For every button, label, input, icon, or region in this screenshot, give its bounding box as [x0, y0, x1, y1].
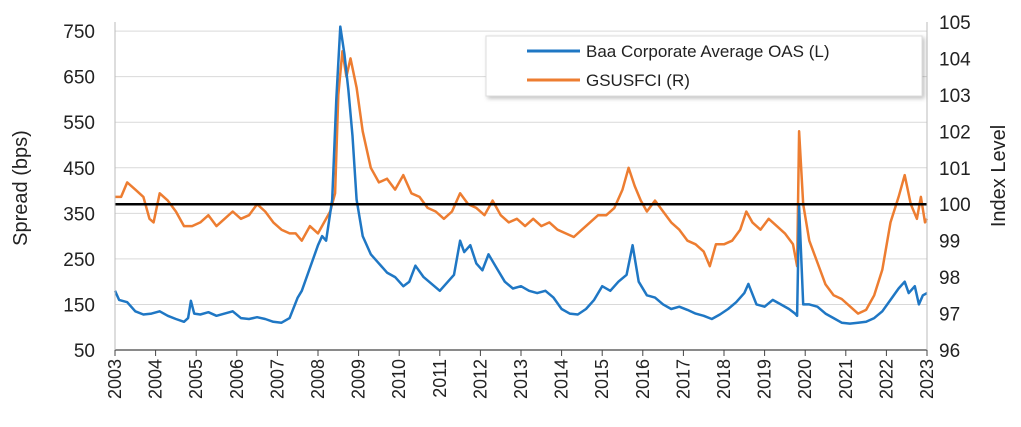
- x-tick-label: 2017: [673, 359, 693, 399]
- right-tick-label: 103: [939, 86, 971, 107]
- left-tick-label: 50: [74, 341, 95, 362]
- x-tick-label: 2008: [308, 359, 328, 399]
- right-axis-title: Index Level: [988, 125, 1010, 227]
- left-tick-label: 550: [63, 113, 95, 134]
- x-tick-label: 2011: [430, 359, 450, 398]
- x-tick-label: 2016: [633, 359, 653, 399]
- x-tick-label: 2009: [349, 359, 369, 399]
- x-tick-label: 2019: [755, 359, 775, 399]
- series-line-baa-oas: [113, 25, 928, 325]
- left-tick-label: 250: [63, 250, 95, 271]
- x-tick-label: 2022: [876, 359, 896, 399]
- x-tick-label: 2004: [146, 359, 166, 399]
- x-tick-label: 2020: [795, 359, 815, 399]
- left-tick-label: 650: [63, 68, 95, 89]
- right-axis-ticks: 96 97 98 99 100 101 102 103 104 105: [939, 13, 971, 362]
- left-tick-label: 750: [63, 22, 95, 43]
- legend-box: [485, 35, 923, 97]
- series-layer: [113, 25, 929, 325]
- right-tick-label: 96: [939, 341, 960, 362]
- x-tick-label: 2006: [227, 359, 247, 399]
- left-tick-label: 350: [63, 204, 95, 225]
- right-tick-label: 102: [939, 122, 971, 143]
- x-tick-label: 2015: [592, 359, 612, 399]
- x-tick-label: 2021: [836, 359, 856, 399]
- x-tick-label: 2010: [389, 359, 409, 399]
- right-tick-label: 100: [939, 195, 971, 216]
- legend-label-baa-oas: Baa Corporate Average OAS (L): [586, 42, 830, 61]
- x-tick-label: 2003: [105, 359, 125, 399]
- right-tick-label: 98: [939, 268, 960, 289]
- x-axis-ticks: 2003 2004 2005 2006 2007 2008 2009 2010 2011 2012…: [105, 350, 937, 399]
- left-axis-title: Spread (bps): [10, 130, 32, 246]
- right-tick-label: 99: [939, 232, 960, 253]
- right-tick-label: 101: [939, 159, 971, 180]
- left-tick-label: 450: [63, 159, 95, 180]
- x-tick-label: 2005: [186, 359, 206, 399]
- right-tick-label: 97: [939, 305, 960, 326]
- x-tick-label: 2018: [714, 359, 734, 399]
- left-axis-ticks: 50 150 250 350 450 550 650 750: [63, 22, 95, 362]
- right-tick-label: 105: [939, 13, 971, 34]
- legend-label-gsusfci: GSUSFCI (R): [586, 71, 690, 90]
- x-tick-label: 2023: [917, 359, 937, 399]
- x-tick-label: 2013: [511, 359, 531, 399]
- legend: Baa Corporate Average OAS (L) GSUSFCI (R…: [485, 35, 923, 97]
- x-tick-label: 2007: [267, 359, 287, 399]
- series-line-gsusfci: [115, 49, 929, 315]
- x-tick-label: 2014: [552, 359, 572, 399]
- right-tick-label: 104: [939, 49, 971, 70]
- left-tick-label: 150: [63, 295, 95, 316]
- x-tick-label: 2012: [470, 359, 490, 399]
